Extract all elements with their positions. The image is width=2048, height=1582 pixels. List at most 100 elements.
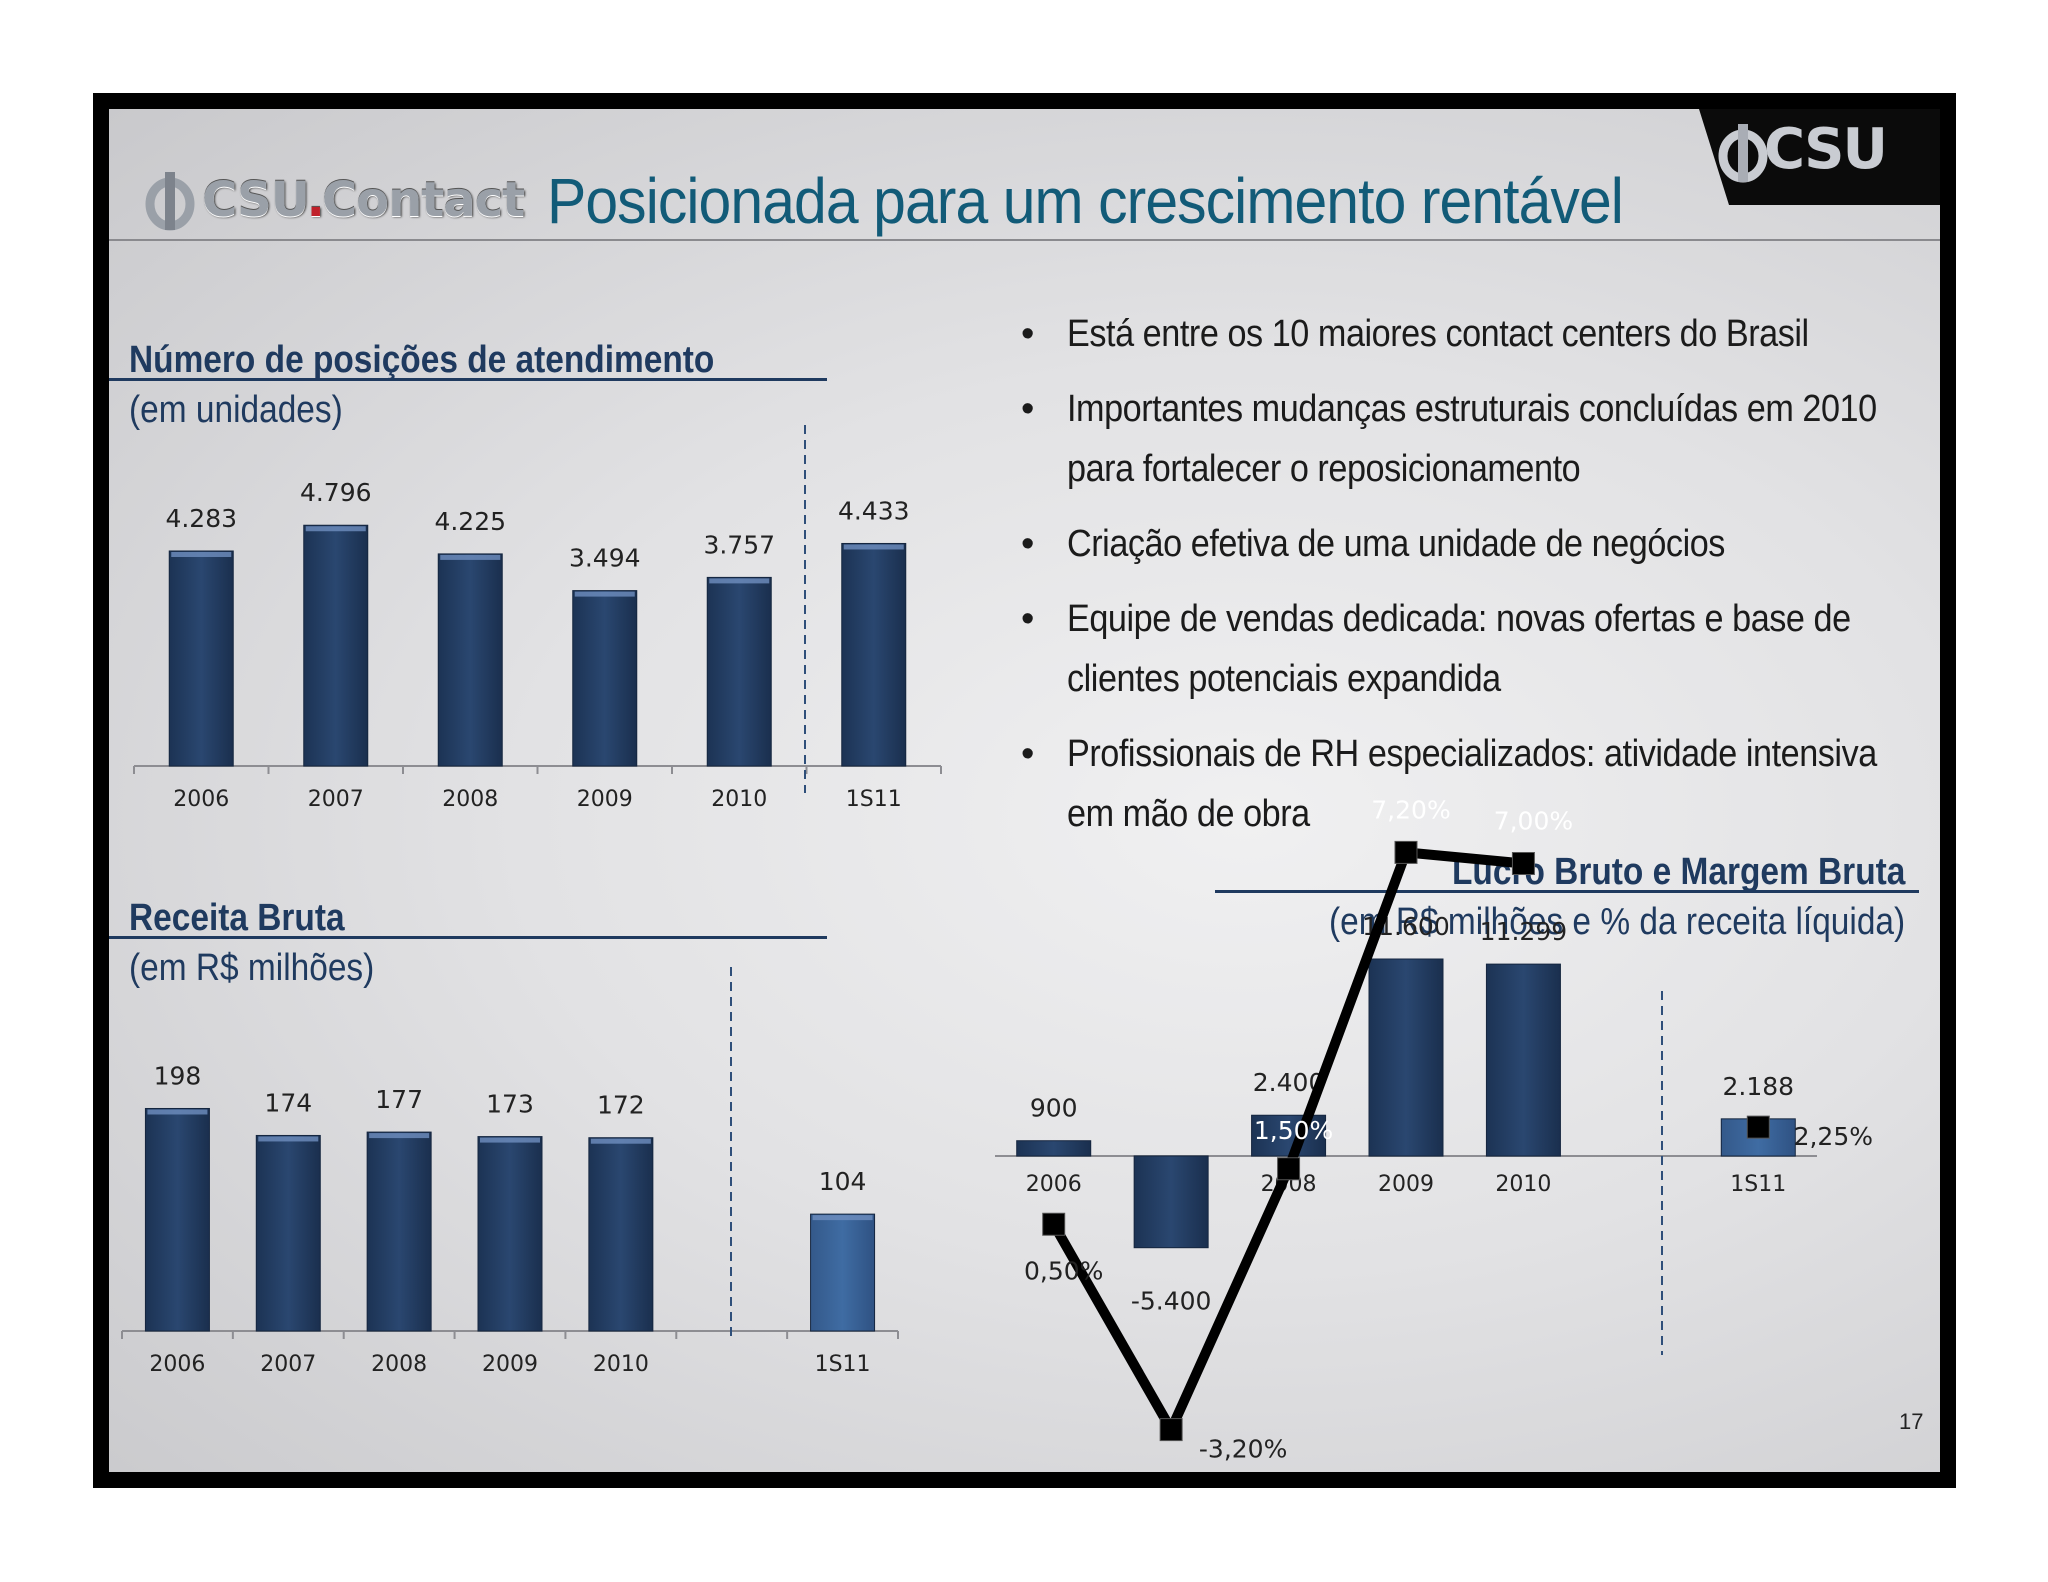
x-tick-label: 2006 <box>1026 1172 1082 1197</box>
margin-marker <box>1159 1418 1183 1442</box>
csu-emblem-icon <box>1718 124 1768 183</box>
bar-highlight <box>258 1136 319 1142</box>
bar <box>1368 958 1444 1157</box>
bar <box>1133 1155 1209 1249</box>
bullet-list: • Está entre os 10 maiores contact center… <box>1021 304 1921 859</box>
data-label: 177 <box>375 1085 423 1114</box>
x-tick-label: 1S11 <box>846 787 902 812</box>
margin-marker <box>1277 1157 1301 1181</box>
bar-data-label: 11.299 <box>1480 917 1567 946</box>
margin-data-label: -3,20% <box>1199 1435 1287 1464</box>
x-tick-label: 2008 <box>371 1352 427 1377</box>
x-tick-label: 2006 <box>173 787 229 812</box>
data-label: 198 <box>154 1061 202 1090</box>
x-tick-label: 2010 <box>711 787 767 812</box>
bar <box>1485 963 1561 1157</box>
x-tick-label: 2010 <box>593 1352 649 1377</box>
chart1-title: Número de posições de atendimento <box>129 339 715 381</box>
bar-highlight <box>480 1137 540 1143</box>
bar <box>366 1131 432 1332</box>
bullet-item: • Profissionais de RH especializados: ati… <box>1021 724 1921 844</box>
x-tick-label: 2009 <box>1378 1172 1434 1197</box>
margin-data-label: 2,25% <box>1794 1122 1873 1151</box>
logo-dot: . <box>306 172 325 228</box>
bullet-dot: • <box>1021 598 1034 640</box>
bullet-dot: • <box>1021 388 1034 430</box>
chart-receita: 2006 198 2007 174 2008 177 2009 173 2010 172 1S11 1… <box>121 967 899 1377</box>
bar-data-label: 2.188 <box>1722 1072 1794 1101</box>
margin-marker <box>1511 852 1535 875</box>
chart2-rule <box>109 936 827 939</box>
x-tick-label: 2008 <box>442 787 498 812</box>
bar-highlight <box>440 554 501 560</box>
margin-data-label: 1,50% <box>1254 1116 1333 1145</box>
bar <box>255 1134 321 1332</box>
bar-data-label: -5.400 <box>1131 1287 1212 1316</box>
bar <box>572 590 638 767</box>
chart-lucro: 20069002007-5.40020082.400200911.6002010… <box>995 795 1873 1464</box>
bullet-item: • Importantes mudanças estruturais conclu… <box>1021 379 1921 499</box>
bar <box>477 1136 543 1332</box>
chart3-rule <box>1215 890 1919 893</box>
data-label: 173 <box>486 1090 534 1119</box>
margin-marker <box>1746 1115 1770 1139</box>
data-label: 4.796 <box>300 478 372 507</box>
bar <box>168 550 234 767</box>
x-tick-label: 2006 <box>149 1352 205 1377</box>
margin-marker <box>1394 840 1418 864</box>
chart2-title: Receita Bruta <box>129 897 345 939</box>
bar-highlight <box>171 551 232 557</box>
corner-tab <box>1699 109 1940 205</box>
data-label: 3.757 <box>703 530 775 559</box>
bar-highlight <box>843 544 904 550</box>
data-label: 3.494 <box>569 544 641 573</box>
bar-data-label: 900 <box>1030 1094 1078 1123</box>
bar-highlight <box>147 1109 208 1115</box>
x-tick-label: 2007 <box>308 787 364 812</box>
bullet-dot: • <box>1021 733 1034 775</box>
page-bottom-margin <box>0 1488 2048 1582</box>
bullet-item: • Está entre os 10 maiores contact center… <box>1021 304 1921 364</box>
x-tick-label: 2009 <box>482 1352 538 1377</box>
bullet-item: • Equipe de vendas dedicada: novas oferta… <box>1021 589 1921 709</box>
data-label: 4.283 <box>165 504 237 533</box>
bar <box>144 1107 210 1332</box>
logo-word-csu: CSU <box>202 172 310 228</box>
x-tick-label: 2010 <box>1495 1172 1551 1197</box>
data-label: 104 <box>819 1167 867 1196</box>
bullet-item: • Criação efetiva de uma unidade de negóc… <box>1021 514 1921 574</box>
bar <box>303 524 369 767</box>
data-label: 4.225 <box>434 507 506 536</box>
logo-word-contact: Contact <box>321 172 525 228</box>
x-tick-label: 2007 <box>260 1352 316 1377</box>
chart3-subtitle: (em R$ milhões e % da receita líquida) <box>1329 901 1906 943</box>
data-label: 174 <box>264 1088 312 1117</box>
page-title: Posicionada para um crescimento rentável <box>547 165 1624 237</box>
page-number: 17 <box>1899 1409 1924 1434</box>
margin-data-label: 0,50% <box>1024 1256 1103 1285</box>
bar <box>588 1137 654 1332</box>
x-tick-label: 1S11 <box>1730 1172 1786 1197</box>
csu-logo <box>1717 117 1769 192</box>
bar-highlight <box>590 1138 651 1144</box>
data-label: 4.433 <box>838 496 910 525</box>
margin-data-label: 7,00% <box>1494 807 1573 836</box>
chart1-subtitle: (em unidades) <box>129 389 343 431</box>
bar-highlight <box>812 1215 873 1221</box>
x-tick-label: 1S11 <box>815 1352 871 1377</box>
csu-contact-logo: CSU. Contact <box>144 164 525 236</box>
bar <box>810 1213 876 1332</box>
bar-highlight <box>305 526 366 532</box>
bullet-dot: • <box>1021 313 1034 355</box>
chart-posicoes: 2006 4.283 2007 4.796 2008 4.225 2009 3.494 2010… <box>133 425 942 812</box>
margin-data-label: 7,20% <box>1371 795 1450 824</box>
bar <box>841 542 907 767</box>
csu-emblem-icon <box>145 172 195 231</box>
data-label: 172 <box>597 1091 645 1120</box>
header-divider <box>109 239 1940 241</box>
slide: CSU. Contact CSU Posicionada para um cres… <box>109 109 1940 1472</box>
bullet-dot: • <box>1021 523 1034 565</box>
bar <box>706 576 772 767</box>
bar-highlight <box>709 578 770 584</box>
bar <box>1016 1140 1092 1157</box>
